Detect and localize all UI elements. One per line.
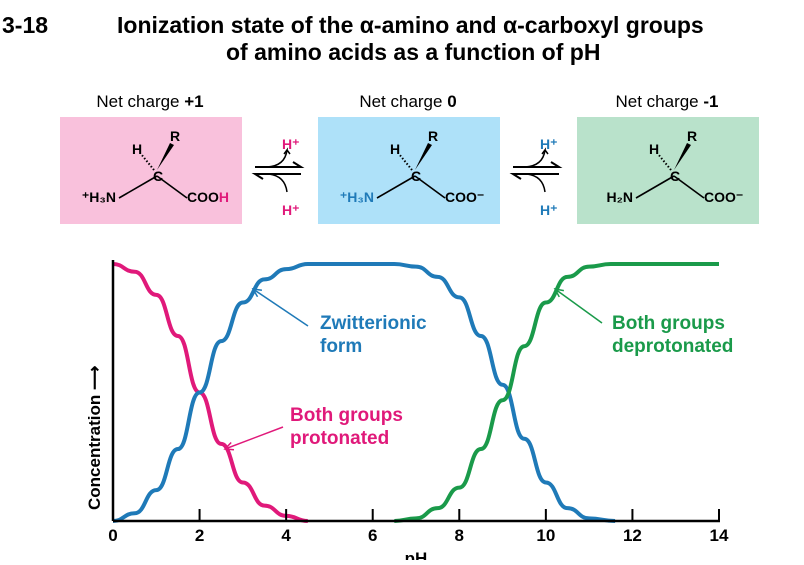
annotation-line1: Both groups bbox=[290, 405, 403, 426]
state-box bbox=[318, 117, 500, 224]
proton-top: H⁺ bbox=[540, 136, 558, 152]
bond-cooh bbox=[673, 175, 705, 199]
uptake-arrow-icon bbox=[526, 173, 546, 193]
reverse-arrow-icon bbox=[509, 173, 559, 180]
amino-group: H₂N bbox=[607, 189, 633, 205]
atom-c: C bbox=[670, 168, 680, 184]
wedge-bond bbox=[157, 143, 174, 170]
amino-group: ⁺H₃N bbox=[82, 189, 116, 205]
annotation-line2: form bbox=[320, 336, 362, 357]
carboxyl-group: COO⁻ bbox=[445, 189, 484, 205]
state-1: Net charge 0 C R H ⁺H₃N COO⁻ bbox=[318, 92, 500, 224]
annotation-line2: deprotonated bbox=[612, 336, 733, 357]
annotation-line2: protonated bbox=[290, 428, 389, 449]
atom-r: R bbox=[687, 128, 697, 144]
state-box bbox=[577, 117, 759, 224]
proton-bottom: H⁺ bbox=[540, 202, 558, 218]
x-tick-label: 8 bbox=[455, 526, 464, 545]
annotation-arrow-icon bbox=[224, 426, 284, 450]
annotation-line1: Zwitterionic bbox=[320, 313, 427, 334]
carboxyl-group: COO⁻ bbox=[704, 189, 743, 205]
bond-cooh bbox=[156, 175, 188, 199]
carboxyl-group: COOH bbox=[187, 189, 229, 205]
arrowhead-icon bbox=[251, 288, 263, 298]
uptake-arrow-icon bbox=[268, 173, 288, 193]
caption: Net charge bbox=[96, 92, 184, 111]
atom-h: H bbox=[649, 141, 659, 157]
series-line-2 bbox=[394, 262, 719, 523]
proton-top: H⁺ bbox=[282, 136, 300, 152]
release-arrow-icon bbox=[266, 147, 291, 168]
atom-r: R bbox=[170, 128, 180, 144]
caption: Net charge bbox=[615, 92, 703, 111]
amino-group: ⁺H₃N bbox=[340, 189, 374, 205]
caption: Net charge bbox=[359, 92, 447, 111]
y-axis-label: Concentration ⟶ bbox=[85, 366, 104, 510]
atom-r: R bbox=[428, 128, 438, 144]
charge-value: +1 bbox=[184, 92, 203, 111]
series-line-0 bbox=[112, 262, 308, 523]
bond-n bbox=[376, 175, 416, 199]
x-tick-label: 12 bbox=[623, 526, 642, 545]
bond-n bbox=[635, 175, 675, 199]
wedge-bond bbox=[674, 143, 691, 170]
state-0: Net charge +1 C R H ⁺H₃N COOH bbox=[60, 92, 242, 224]
x-tick-label: 2 bbox=[195, 526, 204, 545]
annotation-arrow-icon bbox=[252, 288, 309, 327]
net-charge-label: Net charge +1 bbox=[96, 92, 203, 111]
wedge-bond bbox=[415, 143, 432, 170]
equilibrium-arrows-1: H⁺ H⁺ bbox=[509, 136, 563, 218]
arrowhead-icon bbox=[223, 441, 235, 451]
reverse-arrow-icon bbox=[251, 173, 301, 180]
net-charge-label: Net charge 0 bbox=[359, 92, 456, 111]
x-tick-label: 6 bbox=[368, 526, 377, 545]
figure-title-line1: Ionization state of the α-amino and α-ca… bbox=[117, 12, 704, 38]
atom-h: H bbox=[132, 141, 142, 157]
x-tick-label: 14 bbox=[710, 526, 729, 545]
net-charge-label: Net charge -1 bbox=[615, 92, 718, 111]
series-line-1 bbox=[112, 261, 616, 523]
x-tick-label: 4 bbox=[281, 526, 291, 545]
x-tick-label: 0 bbox=[108, 526, 117, 545]
x-tick-label: 10 bbox=[536, 526, 555, 545]
state-box bbox=[60, 117, 242, 224]
arrowhead-icon bbox=[553, 287, 564, 298]
x-axis-label: pH bbox=[405, 549, 428, 560]
annotation-line1: Both groups bbox=[612, 313, 725, 334]
annotation-arrow-icon bbox=[554, 288, 603, 324]
release-arrow-icon bbox=[524, 147, 549, 168]
chart: 0 2 4 6 8 10 12 14 pH Concentration ⟶ Zwitterionic… bbox=[85, 260, 733, 565]
equilibrium-arrows-0: H⁺ H⁺ bbox=[251, 136, 305, 218]
figure-title-line2: of amino acids as a function of pH bbox=[226, 39, 600, 65]
charge-value: -1 bbox=[703, 92, 718, 111]
bond-cooh bbox=[414, 175, 446, 199]
charge-value: 0 bbox=[447, 92, 456, 111]
figure-number: 3-18 bbox=[2, 12, 48, 38]
bond-n bbox=[118, 175, 158, 199]
state-2: Net charge -1 C R H H₂N COO⁻ bbox=[577, 92, 759, 224]
atom-c: C bbox=[153, 168, 163, 184]
proton-bottom: H⁺ bbox=[282, 202, 300, 218]
atom-h: H bbox=[390, 141, 400, 157]
atom-c: C bbox=[411, 168, 421, 184]
